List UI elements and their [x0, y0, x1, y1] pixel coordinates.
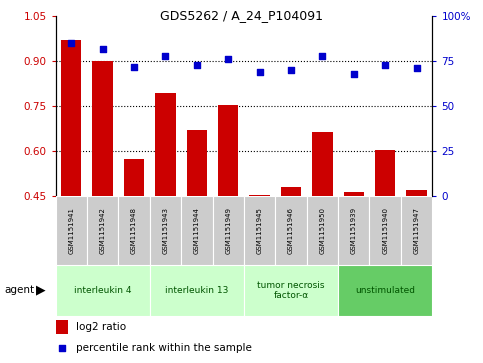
Bar	[312, 132, 333, 331]
Bar	[375, 150, 396, 331]
Point	[319, 53, 327, 59]
Text: GDS5262 / A_24_P104091: GDS5262 / A_24_P104091	[160, 9, 323, 22]
Bar	[56, 320, 68, 334]
Point	[193, 62, 201, 68]
Bar	[338, 265, 432, 316]
Bar	[307, 196, 338, 265]
Text: GSM1151940: GSM1151940	[382, 207, 388, 254]
Point	[224, 57, 232, 62]
Point	[130, 64, 138, 70]
Bar	[150, 196, 181, 265]
Text: tumor necrosis
factor-α: tumor necrosis factor-α	[257, 281, 325, 300]
Bar	[343, 192, 364, 331]
Point	[161, 53, 170, 59]
Text: unstimulated: unstimulated	[355, 286, 415, 295]
Bar	[244, 265, 338, 316]
Bar	[150, 265, 244, 316]
Bar	[406, 190, 427, 331]
Bar	[369, 196, 401, 265]
Point	[68, 40, 75, 46]
Bar	[181, 196, 213, 265]
Text: ▶: ▶	[36, 284, 46, 297]
Bar	[281, 187, 301, 331]
Bar	[275, 196, 307, 265]
Point	[57, 346, 65, 351]
Point	[287, 68, 295, 73]
Point	[350, 71, 357, 77]
Text: agent: agent	[5, 285, 35, 295]
Text: GSM1151946: GSM1151946	[288, 207, 294, 254]
Text: GSM1151941: GSM1151941	[68, 207, 74, 254]
Bar	[186, 130, 207, 331]
Text: GSM1151948: GSM1151948	[131, 207, 137, 254]
Bar	[56, 196, 87, 265]
Point	[256, 69, 264, 75]
Text: GSM1151943: GSM1151943	[162, 207, 169, 254]
Text: interleukin 13: interleukin 13	[165, 286, 228, 295]
Text: GSM1151947: GSM1151947	[413, 207, 420, 254]
Bar	[244, 196, 275, 265]
Point	[99, 46, 107, 52]
Text: log2 ratio: log2 ratio	[76, 322, 127, 332]
Bar	[338, 196, 369, 265]
Bar	[218, 105, 239, 331]
Point	[412, 66, 420, 72]
Bar	[249, 195, 270, 331]
Text: interleukin 4: interleukin 4	[74, 286, 131, 295]
Bar	[87, 196, 118, 265]
Text: GSM1151945: GSM1151945	[256, 207, 263, 254]
Bar	[56, 265, 150, 316]
Text: GSM1151949: GSM1151949	[225, 207, 231, 254]
Text: percentile rank within the sample: percentile rank within the sample	[76, 343, 252, 354]
Bar	[213, 196, 244, 265]
Point	[382, 62, 389, 68]
Text: GSM1151950: GSM1151950	[319, 207, 326, 254]
Bar	[61, 40, 82, 331]
Bar	[92, 61, 113, 331]
Bar	[124, 159, 144, 331]
Text: GSM1151939: GSM1151939	[351, 207, 357, 254]
Text: GSM1151942: GSM1151942	[99, 207, 106, 254]
Bar	[401, 196, 432, 265]
Bar	[118, 196, 150, 265]
Bar	[155, 93, 176, 331]
Text: GSM1151944: GSM1151944	[194, 207, 200, 254]
